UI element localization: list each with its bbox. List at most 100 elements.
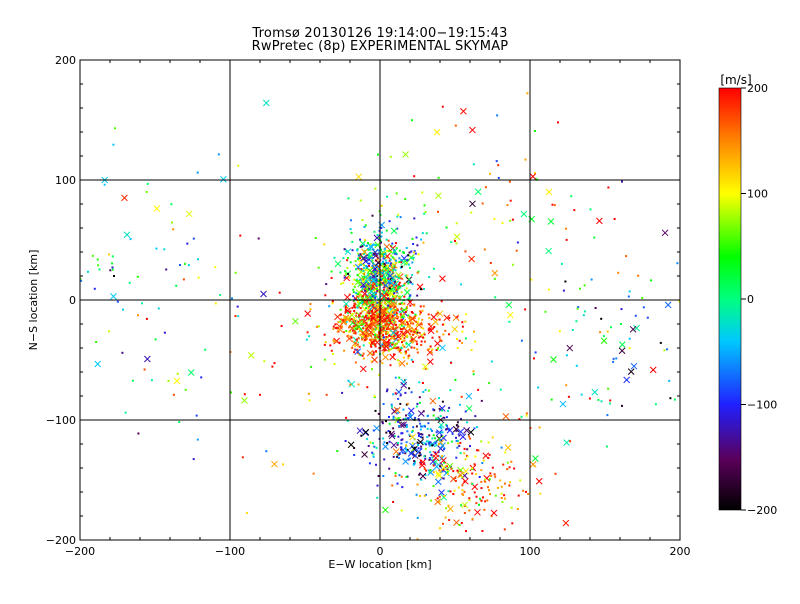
data-point xyxy=(410,336,413,339)
data-point-cross xyxy=(110,293,117,300)
data-point xyxy=(654,403,657,406)
data-point xyxy=(392,326,395,329)
data-point xyxy=(590,278,593,281)
data-point-cross xyxy=(334,260,342,268)
data-point-cross xyxy=(562,519,570,527)
data-point xyxy=(379,320,382,323)
data-point xyxy=(353,306,356,309)
data-point-cross xyxy=(440,493,448,501)
data-point xyxy=(372,455,375,458)
data-point xyxy=(154,338,157,341)
data-point xyxy=(306,331,309,334)
data-point xyxy=(350,336,353,339)
data-point xyxy=(401,314,404,317)
data-point xyxy=(382,281,385,284)
data-point xyxy=(97,264,100,267)
data-point xyxy=(409,304,412,307)
data-point xyxy=(145,317,148,320)
data-point xyxy=(396,455,399,458)
data-point xyxy=(382,339,385,341)
data-point xyxy=(398,323,401,326)
data-point xyxy=(394,474,397,477)
data-point xyxy=(391,314,394,317)
data-point xyxy=(522,489,525,492)
data-point xyxy=(402,317,405,320)
data-point xyxy=(359,278,362,281)
data-point xyxy=(407,281,410,284)
data-point xyxy=(419,305,422,308)
data-point xyxy=(137,314,139,317)
data-point xyxy=(361,337,363,340)
data-point-cross xyxy=(415,321,423,329)
data-point xyxy=(619,323,622,325)
data-point xyxy=(406,430,409,433)
data-point xyxy=(387,290,390,292)
data-point xyxy=(363,303,366,306)
data-point xyxy=(416,351,419,354)
data-point xyxy=(372,442,374,445)
data-point xyxy=(368,287,370,290)
data-point xyxy=(214,266,217,269)
colorbar xyxy=(718,87,742,511)
data-point xyxy=(341,319,344,322)
data-point xyxy=(387,239,390,242)
data-point xyxy=(389,258,392,261)
data-point xyxy=(445,226,448,229)
chart-title: Tromsø 20130126 19:14:00−19:15:43 xyxy=(252,26,508,41)
data-point xyxy=(346,307,349,310)
data-point xyxy=(445,416,448,419)
data-point xyxy=(641,296,644,299)
data-point xyxy=(423,212,426,215)
data-point-cross xyxy=(439,344,446,352)
data-point xyxy=(422,391,425,393)
data-point xyxy=(108,253,111,256)
data-point xyxy=(380,262,383,265)
data-point xyxy=(401,324,403,327)
data-point xyxy=(450,241,453,244)
data-point xyxy=(382,288,385,291)
data-point xyxy=(627,295,630,298)
data-point xyxy=(400,320,402,323)
data-point xyxy=(628,337,631,340)
data-point-cross xyxy=(372,262,380,270)
data-point xyxy=(612,360,615,363)
data-point xyxy=(493,277,496,280)
data-point xyxy=(400,265,403,268)
y-tick-label: −100 xyxy=(46,414,76,427)
data-point xyxy=(526,92,529,95)
data-point xyxy=(435,440,438,443)
data-point xyxy=(483,508,486,511)
data-point xyxy=(375,254,378,257)
data-point-cross xyxy=(371,356,378,364)
data-point xyxy=(399,348,402,351)
data-point xyxy=(342,257,345,260)
data-point xyxy=(392,393,395,396)
data-point-cross xyxy=(440,464,448,471)
data-point xyxy=(397,435,400,438)
data-point xyxy=(483,248,486,251)
data-point xyxy=(432,434,435,437)
data-point xyxy=(588,397,591,400)
data-point xyxy=(432,485,435,488)
data-point xyxy=(386,442,389,444)
data-point-cross xyxy=(348,380,356,388)
data-point xyxy=(565,238,568,241)
data-point xyxy=(413,250,416,253)
data-point xyxy=(352,327,355,330)
data-point-cross xyxy=(361,451,368,458)
data-point xyxy=(91,254,94,257)
data-point xyxy=(361,310,364,313)
data-point xyxy=(358,353,361,356)
data-point xyxy=(398,362,401,365)
data-point xyxy=(370,300,373,303)
data-point xyxy=(384,276,386,279)
data-point xyxy=(405,426,408,428)
data-point xyxy=(456,469,459,472)
data-point xyxy=(550,398,553,401)
data-point xyxy=(439,431,442,434)
data-point xyxy=(396,309,399,312)
data-point xyxy=(480,440,483,443)
data-point-cross xyxy=(452,425,460,433)
data-point-cross xyxy=(430,313,438,321)
data-point xyxy=(412,360,414,363)
